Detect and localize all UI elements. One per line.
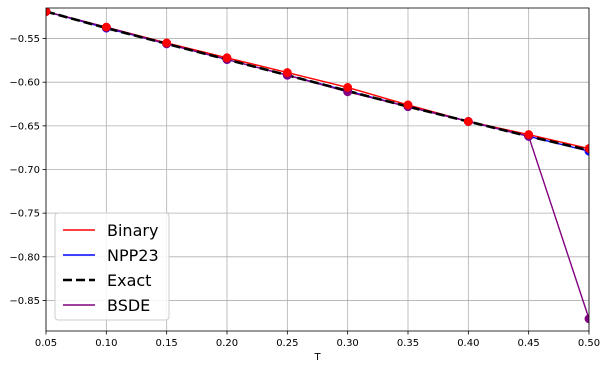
y-tick-label: −0.80 — [9, 252, 40, 263]
legend-label-exact: Exact — [107, 271, 151, 290]
x-tick-label: 0.05 — [35, 338, 57, 349]
x-tick-label: 0.30 — [337, 338, 359, 349]
legend-label-bsde: BSDE — [107, 296, 150, 315]
y-tick-label: −0.65 — [9, 121, 40, 132]
x-tick-label: 0.15 — [156, 338, 178, 349]
y-tick-label: −0.70 — [9, 165, 40, 176]
x-tick-label: 0.45 — [518, 338, 540, 349]
x-axis-label: T — [313, 352, 321, 363]
series-point-binary — [343, 83, 351, 91]
x-tick-label: 0.25 — [276, 338, 298, 349]
series-point-binary — [162, 39, 170, 47]
x-tick-label: 0.10 — [95, 338, 117, 349]
legend-label-npp23: NPP23 — [107, 246, 159, 265]
x-tick-label: 0.35 — [397, 338, 419, 349]
legend: Binary NPP23 Exact BSDE — [55, 213, 169, 320]
y-tick-label: −0.55 — [9, 34, 40, 45]
y-tick-label: −0.85 — [9, 296, 40, 307]
series-point-binary — [464, 117, 472, 125]
series-line-binary — [46, 11, 589, 148]
series-point-binary — [404, 101, 412, 109]
x-tick-label: 0.50 — [578, 338, 600, 349]
y-tick-label: −0.60 — [9, 78, 40, 89]
y-tick-label: −0.75 — [9, 209, 40, 220]
x-tick-label: 0.40 — [457, 338, 479, 349]
x-axis-ticks: 0.05 0.10 0.15 0.20 0.25 0.30 0.35 0.40 0.45 0.50 — [35, 331, 600, 349]
series-point-binary — [223, 54, 231, 62]
legend-label-binary: Binary — [107, 221, 158, 240]
series-point-binary — [102, 23, 110, 31]
series-point-binary — [524, 130, 532, 138]
series-point-binary — [283, 68, 291, 76]
x-tick-label: 0.20 — [216, 338, 238, 349]
y-axis-ticks: −0.55 −0.60 −0.65 −0.70 −0.75 −0.80 −0.85 — [9, 34, 46, 307]
